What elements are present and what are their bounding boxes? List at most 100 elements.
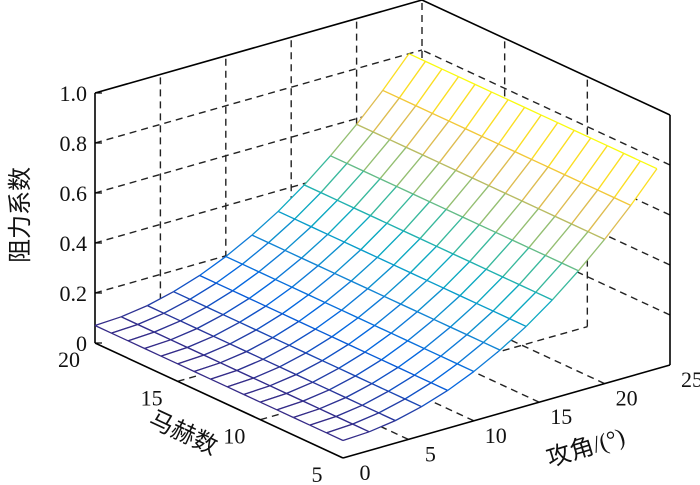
mesh-line (495, 231, 513, 241)
mesh-face (588, 197, 631, 240)
mesh-face (272, 321, 316, 346)
mesh-face (249, 279, 292, 307)
mesh-face (393, 238, 437, 273)
mesh-line (255, 313, 283, 331)
mesh-face (466, 311, 510, 343)
mesh-line (396, 154, 424, 187)
mesh-line (350, 256, 378, 282)
mesh-line (388, 390, 406, 400)
mesh-line (426, 279, 444, 289)
mesh-face (346, 132, 390, 172)
mesh-line (407, 340, 425, 350)
mesh-line (430, 382, 448, 392)
mesh-face (177, 355, 221, 372)
mesh-line (341, 288, 369, 311)
mesh-face (426, 253, 470, 289)
mesh-line (288, 328, 316, 346)
mesh-line (440, 334, 468, 357)
mesh-line (422, 154, 440, 164)
mesh-line (352, 423, 370, 433)
mesh-line (415, 68, 443, 107)
mesh-face (531, 122, 575, 168)
box-edge (421, 0, 671, 116)
mesh-line (363, 170, 381, 180)
mesh-face (431, 363, 474, 391)
mesh-line (236, 358, 264, 372)
mesh-line (458, 76, 476, 85)
mesh-line (363, 139, 391, 172)
mesh-face (276, 401, 320, 418)
mesh-line (404, 398, 422, 408)
mesh-line (521, 166, 549, 202)
mesh-face (440, 334, 484, 364)
mesh-face (285, 226, 328, 259)
mesh-line (397, 348, 425, 369)
mesh-face (581, 145, 624, 191)
mesh-face (521, 167, 565, 209)
mesh-line (239, 321, 257, 331)
mesh-face (213, 322, 257, 344)
mesh-line (301, 257, 319, 267)
mesh-line (187, 335, 214, 349)
mesh-face (243, 385, 287, 403)
mesh-line (368, 420, 396, 433)
mesh-line (305, 352, 323, 362)
mesh-line (382, 89, 400, 99)
mesh-line (173, 274, 200, 293)
mesh-line (561, 262, 579, 272)
mesh-face (436, 217, 480, 254)
mesh-line (282, 313, 300, 323)
mesh-face (344, 215, 387, 250)
mesh-face (312, 368, 356, 390)
mesh-line (388, 374, 415, 392)
mesh-line (371, 366, 399, 385)
mesh-face (564, 138, 608, 183)
mesh-face (311, 200, 354, 235)
mesh-face (420, 209, 463, 247)
angle-tick-label: 15 (550, 404, 572, 429)
mesh-line (137, 312, 165, 326)
mach-tick-label: 5 (312, 462, 323, 485)
z-tick-label: 0.8 (60, 131, 88, 156)
mesh-line (419, 209, 447, 240)
mesh-face (318, 242, 361, 274)
mesh-face (170, 328, 214, 348)
mesh-line (226, 386, 245, 396)
mesh-line (397, 366, 415, 376)
mesh-line (286, 381, 313, 395)
mesh-face (190, 283, 233, 308)
mesh-line (613, 160, 641, 199)
mesh-line (498, 143, 516, 153)
mesh-face (308, 273, 352, 303)
mesh-line (144, 339, 171, 350)
mesh-line (272, 320, 300, 339)
mesh-face (495, 201, 539, 241)
mesh-line (298, 302, 326, 323)
box-edge (94, 0, 423, 94)
mesh-line (459, 295, 477, 305)
mesh-face (407, 319, 451, 349)
mesh-face (512, 208, 555, 248)
mesh-face (268, 219, 312, 251)
mesh-line (478, 192, 506, 226)
mesh-line (268, 218, 296, 244)
mesh-line (430, 363, 458, 384)
mesh-face (356, 90, 400, 133)
mesh-line (521, 200, 539, 210)
mesh-line (308, 272, 336, 296)
mesh-face (396, 155, 440, 195)
mesh-line (177, 354, 205, 365)
mesh-line (416, 287, 444, 313)
mesh-line (476, 276, 504, 304)
mesh-line (279, 352, 307, 368)
mesh-line (400, 303, 418, 313)
mesh-line (291, 286, 309, 296)
mesh-line (511, 208, 539, 241)
mesh-face (433, 295, 477, 328)
mesh-line (213, 321, 240, 337)
mesh-line (229, 343, 247, 353)
mesh-face (388, 375, 432, 400)
mesh-line (277, 210, 295, 220)
mesh-face (432, 76, 476, 122)
